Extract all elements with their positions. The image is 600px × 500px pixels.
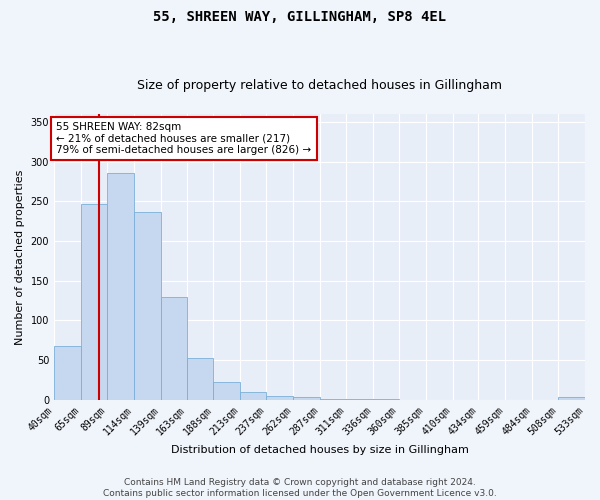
Bar [346,399,373,400]
Bar [373,399,398,400]
Bar [320,399,346,400]
Bar [81,204,107,400]
Bar [241,392,266,400]
Bar [107,172,134,400]
Bar [214,382,241,400]
Bar [161,298,187,400]
Bar [293,398,320,400]
Title: Size of property relative to detached houses in Gillingham: Size of property relative to detached ho… [137,79,502,92]
Bar [134,212,161,400]
Bar [187,358,214,400]
Bar [266,396,293,400]
Text: Contains HM Land Registry data © Crown copyright and database right 2024.
Contai: Contains HM Land Registry data © Crown c… [103,478,497,498]
Y-axis label: Number of detached properties: Number of detached properties [15,169,25,344]
X-axis label: Distribution of detached houses by size in Gillingham: Distribution of detached houses by size … [170,445,469,455]
Bar [54,346,81,400]
Bar [558,398,585,400]
Text: 55, SHREEN WAY, GILLINGHAM, SP8 4EL: 55, SHREEN WAY, GILLINGHAM, SP8 4EL [154,10,446,24]
Text: 55 SHREEN WAY: 82sqm
← 21% of detached houses are smaller (217)
79% of semi-deta: 55 SHREEN WAY: 82sqm ← 21% of detached h… [56,122,311,155]
